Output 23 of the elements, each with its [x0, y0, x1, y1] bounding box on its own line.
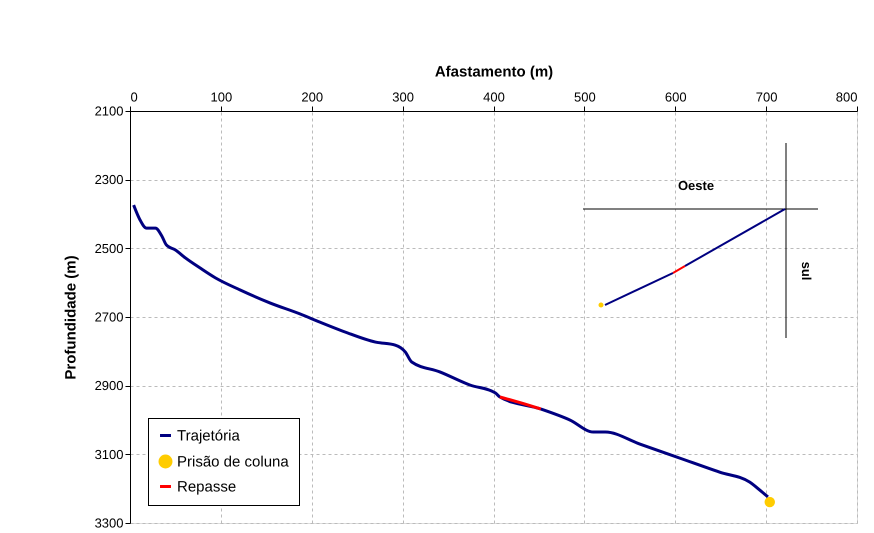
x-tick-label: 100	[210, 90, 232, 104]
legend-label: Trajetória	[177, 428, 240, 444]
legend-label: Prisão de coluna	[177, 454, 290, 470]
x-axis-title: Afastamento (m)	[434, 64, 554, 80]
legend-label: Repasse	[177, 478, 236, 496]
x-tick-label: 800	[836, 90, 858, 104]
y-axis-title: Profundidade (m)	[62, 255, 80, 380]
y-tick-label: 3100	[94, 446, 124, 462]
x-tick-label: 400	[483, 90, 505, 104]
y-tick-label: 2100	[94, 104, 124, 118]
y-tick-label: 2500	[94, 240, 124, 256]
x-tick-label: 200	[301, 90, 324, 104]
y-tick-label: 2900	[94, 378, 124, 394]
annotation: Oeste	[678, 178, 714, 193]
y-tick-label: 2300	[94, 172, 124, 188]
x-tick-label: 300	[392, 90, 414, 104]
y-tick-label: 2700	[94, 310, 124, 324]
x-tick-label: 500	[574, 90, 596, 104]
y-tick-label: 3300	[94, 516, 124, 530]
x-tick-label: 0	[130, 90, 138, 104]
x-tick-label: 700	[756, 90, 778, 104]
annotation: sul	[799, 262, 814, 280]
x-tick-label: 600	[664, 90, 687, 104]
